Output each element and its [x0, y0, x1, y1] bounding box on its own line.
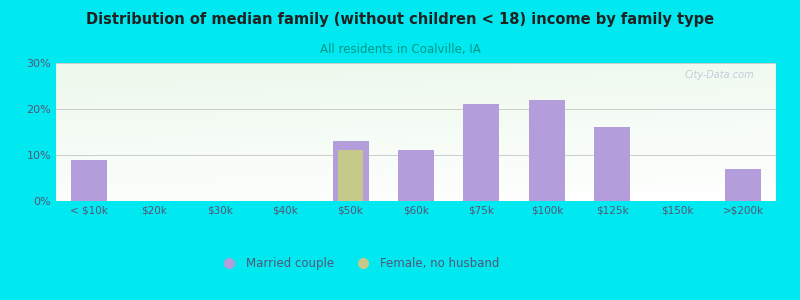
Bar: [726, 169, 762, 201]
Text: All residents in Coalville, IA: All residents in Coalville, IA: [320, 44, 480, 56]
Text: Distribution of median family (without children < 18) income by family type: Distribution of median family (without c…: [86, 12, 714, 27]
Bar: [70, 160, 106, 201]
Text: City-Data.com: City-Data.com: [685, 70, 754, 80]
Bar: [529, 100, 565, 201]
Bar: [338, 150, 363, 201]
Bar: [463, 104, 499, 201]
Bar: [594, 128, 630, 201]
Bar: [398, 150, 434, 201]
Bar: [333, 141, 369, 201]
Legend: Married couple, Female, no husband: Married couple, Female, no husband: [213, 253, 504, 275]
